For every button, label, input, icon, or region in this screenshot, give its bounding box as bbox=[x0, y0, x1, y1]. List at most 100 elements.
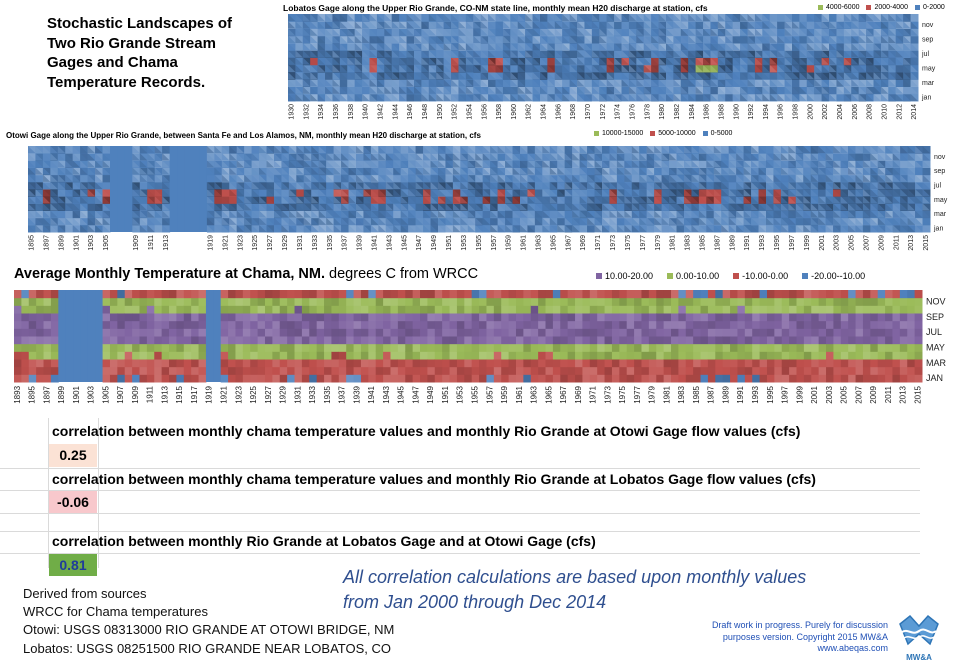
heatmap-cell bbox=[43, 351, 52, 360]
heatmap-facet bbox=[915, 210, 923, 218]
heatmap-facet bbox=[903, 93, 911, 101]
x-tick-label: 1966 bbox=[555, 104, 562, 120]
heatmap-facet bbox=[780, 203, 789, 211]
heatmap-facet bbox=[467, 203, 476, 211]
heatmap-facet bbox=[534, 167, 543, 175]
heatmap-facet bbox=[542, 203, 550, 211]
heatmap-facet bbox=[214, 203, 222, 211]
heatmap-facet bbox=[311, 160, 319, 168]
heatmap-facet bbox=[369, 14, 377, 22]
heatmap-facet bbox=[549, 224, 558, 232]
heatmap-facet bbox=[676, 146, 684, 154]
heatmap-facet bbox=[423, 196, 431, 204]
heatmap-cell bbox=[50, 366, 59, 375]
heatmap-facet bbox=[569, 35, 578, 43]
heatmap-facet bbox=[467, 167, 476, 175]
heatmap-facet bbox=[57, 181, 66, 189]
heatmap-facet bbox=[873, 35, 881, 43]
heatmap-facet bbox=[777, 21, 785, 29]
heatmap-facet bbox=[829, 86, 837, 94]
heatmap-facet bbox=[95, 217, 103, 225]
heatmap-facet bbox=[438, 217, 446, 225]
heatmap-facet bbox=[606, 57, 615, 65]
heatmap-facet bbox=[825, 181, 834, 189]
heatmap-facet bbox=[415, 167, 424, 175]
x-tick-label: 1954 bbox=[466, 104, 473, 120]
heatmap-facet bbox=[910, 72, 918, 80]
heatmap-facet bbox=[688, 50, 696, 58]
heatmap-facet bbox=[892, 217, 901, 225]
heatmap-facet bbox=[766, 224, 774, 232]
heatmap-facet bbox=[325, 43, 333, 51]
heatmap-facet bbox=[369, 79, 377, 87]
heatmap-facet bbox=[325, 14, 333, 22]
heatmap-facet bbox=[740, 21, 748, 29]
heatmap-facet bbox=[391, 50, 400, 58]
heatmap-facet bbox=[326, 203, 334, 211]
x-tick-label: 1937 bbox=[342, 235, 349, 251]
heatmap-facet bbox=[784, 86, 792, 94]
heatmap-facet bbox=[873, 86, 881, 94]
heatmap-facet bbox=[341, 146, 349, 154]
x-tick-label: 1967 bbox=[565, 235, 572, 251]
heatmap-facet bbox=[818, 210, 826, 218]
heatmap-facet bbox=[318, 224, 327, 232]
legend-label: 4000-6000 bbox=[826, 4, 860, 11]
heatmap-facet bbox=[65, 146, 73, 154]
heatmap-facet bbox=[654, 203, 662, 211]
heatmap-facet bbox=[369, 64, 377, 72]
heatmap-facet bbox=[557, 181, 565, 189]
heatmap-facet bbox=[646, 217, 655, 225]
heatmap-facet bbox=[480, 79, 489, 87]
heatmap-facet bbox=[311, 153, 319, 161]
heatmap-facet bbox=[814, 57, 822, 65]
heatmap-facet bbox=[317, 86, 326, 94]
heatmap-facet bbox=[288, 21, 296, 29]
heatmap-facet bbox=[460, 196, 468, 204]
heatmap-facet bbox=[497, 181, 506, 189]
heatmap-facet bbox=[445, 174, 453, 182]
legend-label: 10.00-20.00 bbox=[605, 271, 654, 281]
heatmap-facet bbox=[288, 35, 296, 43]
heatmap-facet bbox=[784, 43, 792, 51]
heatmap-facet bbox=[497, 217, 506, 225]
heatmap-facet bbox=[288, 72, 296, 80]
heatmap-facet bbox=[877, 160, 886, 168]
heatmap-facet bbox=[803, 160, 811, 168]
heatmap-facet bbox=[870, 174, 878, 182]
heatmap-facet bbox=[534, 189, 543, 197]
heatmap-facet bbox=[777, 35, 785, 43]
heatmap-facet bbox=[833, 196, 841, 204]
heatmap-facet bbox=[885, 210, 893, 218]
heatmap-facet bbox=[214, 174, 222, 182]
heatmap-facet bbox=[624, 196, 632, 204]
heatmap-facet bbox=[542, 217, 550, 225]
heatmap-facet bbox=[870, 217, 878, 225]
heatmap-facet bbox=[458, 72, 466, 80]
heatmap-facet bbox=[654, 196, 662, 204]
heatmap-facet bbox=[673, 43, 681, 51]
heatmap-facet bbox=[624, 181, 632, 189]
heatmap-facet bbox=[65, 167, 73, 175]
heatmap-facet bbox=[564, 160, 573, 168]
heatmap-facet bbox=[651, 35, 659, 43]
heatmap-facet bbox=[87, 189, 96, 197]
heatmap-facet bbox=[465, 72, 474, 80]
heatmap-facet bbox=[736, 174, 744, 182]
heatmap-facet bbox=[288, 43, 296, 51]
heatmap-facet bbox=[773, 146, 781, 154]
heatmap-facet bbox=[602, 153, 610, 161]
heatmap-facet bbox=[534, 174, 543, 182]
heatmap-facet bbox=[236, 189, 245, 197]
x-tick-label: 1925 bbox=[252, 235, 259, 251]
heatmap-facet bbox=[895, 57, 904, 65]
heatmap-facet bbox=[818, 181, 826, 189]
heatmap-facet bbox=[229, 160, 237, 168]
heatmap-cell bbox=[21, 343, 30, 352]
heatmap-facet bbox=[369, 50, 377, 58]
heatmap-facet bbox=[57, 153, 66, 161]
heatmap-facet bbox=[385, 167, 394, 175]
heatmap-facet bbox=[274, 146, 282, 154]
heatmap-facet bbox=[274, 160, 282, 168]
heatmap-facet bbox=[780, 189, 789, 197]
